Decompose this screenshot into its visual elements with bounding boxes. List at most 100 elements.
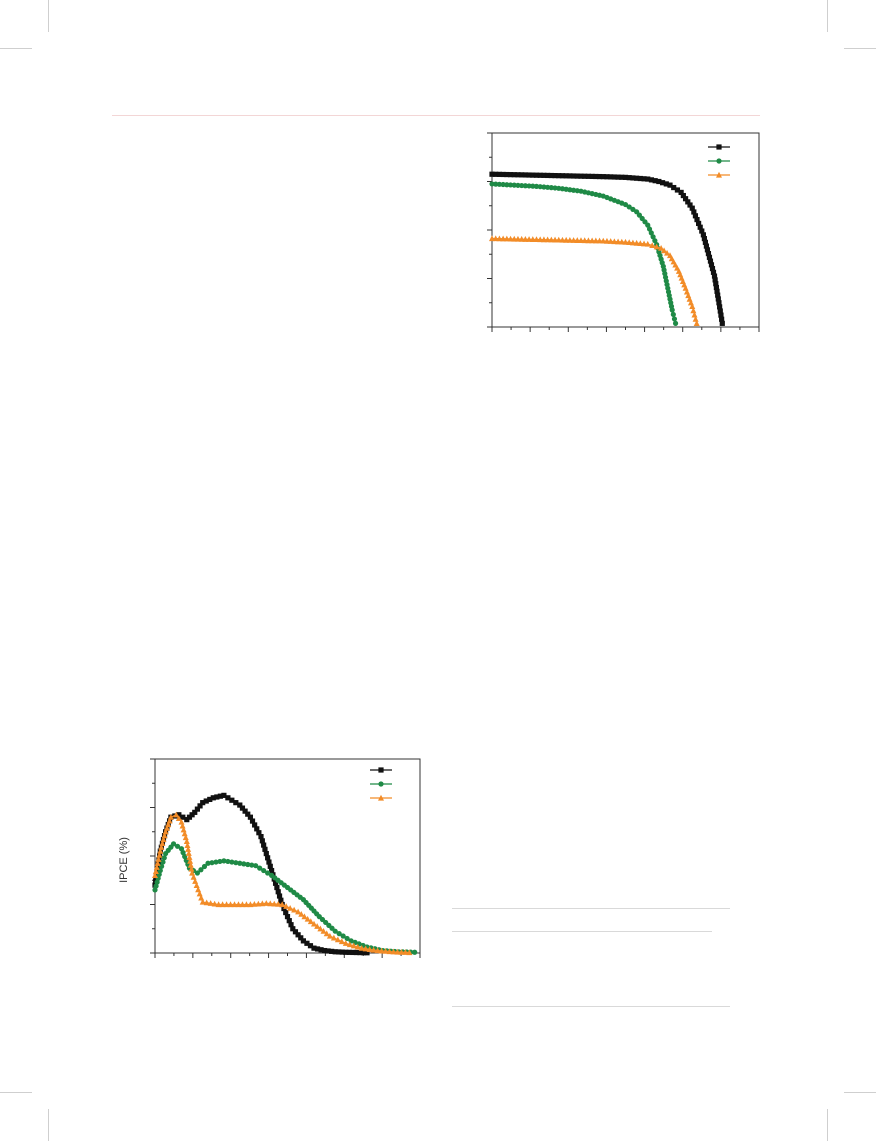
- data-point: [540, 236, 547, 243]
- data-point: [283, 909, 289, 916]
- data-point: [342, 940, 349, 946]
- data-point: [239, 901, 246, 908]
- data-point: [217, 858, 223, 865]
- data-point: [251, 900, 258, 907]
- data-point: [496, 171, 503, 177]
- data-point: [507, 235, 514, 242]
- data-point: [489, 181, 495, 187]
- crop-mark-bl-v: [48, 1109, 49, 1141]
- data-point: [548, 172, 554, 179]
- data-point: [689, 205, 695, 211]
- data-point: [258, 834, 264, 840]
- data-point: [221, 858, 227, 864]
- data-point: [637, 240, 644, 247]
- data-point: [492, 235, 499, 242]
- data-point: [626, 204, 632, 210]
- data-point: [680, 192, 686, 199]
- data-point: [314, 946, 321, 952]
- data-point: [180, 826, 187, 833]
- data-point: [578, 173, 584, 179]
- data-point: [300, 938, 306, 944]
- data-point: [703, 243, 710, 249]
- data-point: [187, 861, 194, 868]
- data-point: [692, 213, 699, 219]
- data-point: [198, 867, 204, 873]
- data-point: [203, 798, 209, 804]
- data-point: [648, 177, 655, 183]
- data-point: [292, 929, 299, 935]
- data-point: [241, 861, 247, 867]
- data-point: [267, 863, 273, 869]
- data-point: [354, 943, 361, 950]
- data-point: [646, 226, 653, 232]
- data-point: [179, 822, 186, 829]
- data-point: [707, 258, 714, 264]
- data-point: [291, 906, 298, 913]
- data-point: [295, 908, 302, 915]
- data-point: [713, 281, 719, 287]
- data-point: [214, 794, 220, 800]
- data-point: [231, 901, 238, 908]
- data-point: [336, 931, 342, 937]
- data-point: [263, 850, 269, 857]
- data-point: [174, 843, 181, 849]
- data-point: [563, 173, 569, 179]
- data-point: [493, 171, 499, 177]
- data-point: [317, 925, 324, 932]
- data-point: [155, 856, 162, 862]
- data-point: [596, 237, 603, 244]
- data-point: [154, 860, 161, 866]
- data-point: [672, 320, 679, 326]
- data-point: [233, 860, 239, 866]
- data-point: [652, 178, 658, 184]
- data-point: [272, 880, 279, 886]
- data-point: [589, 237, 596, 244]
- data-point: [669, 307, 675, 313]
- data-point: [412, 949, 418, 955]
- data-point: [394, 948, 401, 955]
- data-point: [406, 949, 413, 956]
- data-point: [489, 171, 495, 177]
- data-point: [269, 867, 275, 874]
- data-point: [526, 172, 532, 178]
- data-point: [659, 180, 666, 186]
- data-point: [648, 230, 654, 236]
- data-point: [175, 815, 182, 822]
- data-point: [339, 949, 345, 955]
- table-header-rule: [452, 931, 712, 932]
- data-point: [556, 173, 562, 179]
- data-point: [718, 312, 724, 318]
- data-point: [630, 175, 636, 181]
- crop-mark-tr-v: [827, 0, 828, 32]
- data-point: [701, 235, 707, 242]
- data-point: [245, 811, 251, 817]
- data-point: [678, 189, 684, 196]
- data-point: [685, 199, 691, 205]
- crop-mark-tr-h: [844, 48, 876, 49]
- data-point: [247, 901, 254, 908]
- data-point: [265, 855, 271, 861]
- data-point: [507, 182, 514, 188]
- data-point: [346, 941, 353, 948]
- data-point: [346, 949, 352, 955]
- data-point: [278, 897, 284, 903]
- data-point: [274, 884, 280, 891]
- data-point: [596, 173, 603, 180]
- data-point: [622, 201, 629, 208]
- data-point: [533, 236, 540, 243]
- data-point: [288, 922, 294, 928]
- data-point: [500, 181, 506, 188]
- data-point: [515, 172, 521, 178]
- data-point: [714, 288, 720, 294]
- data-point: [370, 946, 377, 953]
- data-point: [511, 172, 517, 178]
- data-point: [307, 918, 314, 925]
- data-point: [153, 864, 160, 870]
- data-point: [622, 238, 629, 245]
- data-point: [570, 237, 577, 243]
- data-point: [262, 846, 268, 852]
- data-point: [360, 950, 367, 956]
- data-point: [496, 181, 503, 187]
- crop-mark-bl-h: [0, 1092, 32, 1093]
